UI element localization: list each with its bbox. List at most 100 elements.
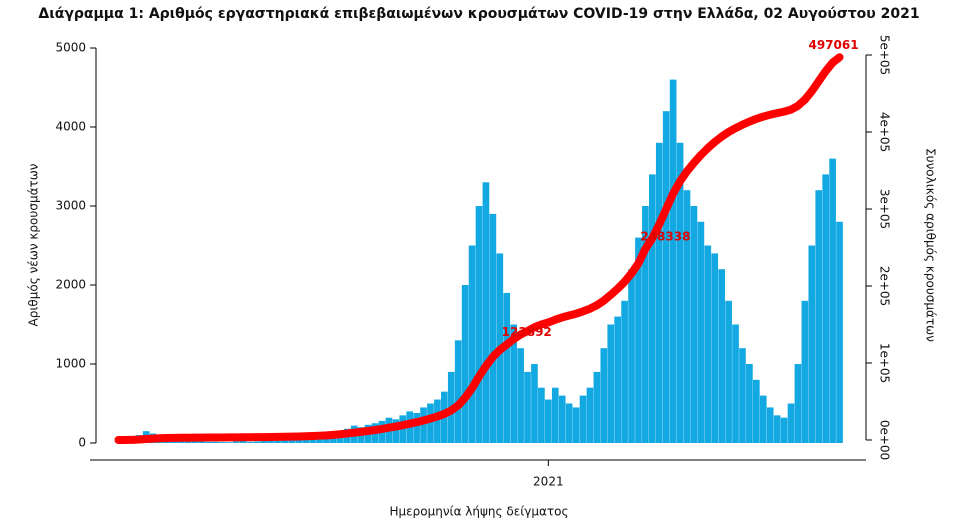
bar [558, 395, 566, 443]
y-tick-label: 4000 [55, 120, 86, 134]
bar [753, 379, 760, 443]
bar [746, 364, 753, 443]
y-tick-label: 5000 [55, 41, 86, 55]
value-label: 123892 [502, 325, 552, 339]
bar [815, 190, 823, 443]
bar [538, 387, 545, 443]
y2-tick-label: 1e+05 [878, 343, 892, 383]
bar [212, 441, 219, 443]
bar [545, 399, 552, 443]
bar [683, 190, 691, 443]
bar [551, 387, 559, 443]
bar [655, 142, 663, 444]
bar [427, 403, 434, 443]
bar [253, 441, 261, 443]
bar [219, 442, 226, 443]
bar [531, 364, 538, 443]
bar [808, 245, 816, 443]
x-axis-label: Ημερομηνία λήψης δείγματος [389, 505, 568, 519]
bar [732, 324, 739, 443]
y2-tick-label: 5e+05 [878, 35, 892, 75]
bar [586, 387, 594, 443]
bar [676, 142, 684, 444]
bar [822, 174, 829, 443]
bar [621, 300, 628, 443]
y2-tick-label: 3e+05 [878, 189, 892, 229]
bar [662, 111, 670, 443]
bar [593, 371, 601, 443]
bar [607, 324, 615, 443]
bar [600, 348, 608, 443]
bar [780, 417, 788, 443]
y-tick-label: 2000 [55, 278, 86, 292]
bar [565, 403, 573, 443]
y-tick-label: 0 [78, 436, 86, 450]
bar [246, 441, 254, 443]
bar [226, 442, 233, 443]
bar [787, 403, 795, 443]
bar [233, 441, 240, 443]
y-axis-label: Αριθμός νέων κρουσμάτων [27, 163, 41, 326]
bar [309, 438, 316, 443]
y2-tick-label: 4e+05 [878, 112, 892, 152]
bar [524, 371, 531, 443]
y2-tick-label: 0e+00 [878, 420, 892, 460]
bar [475, 206, 483, 443]
bar [579, 395, 587, 443]
y2-axis-label: Συνολικός αριθμός κρουσμάτων [924, 148, 938, 342]
bar [649, 174, 656, 443]
x-tick-label: 2021 [533, 475, 564, 489]
bar [392, 419, 400, 443]
bar [420, 407, 427, 443]
bar [239, 440, 247, 443]
bar [711, 253, 719, 443]
bar [434, 399, 441, 443]
bar [489, 213, 497, 443]
bar [260, 440, 268, 443]
bar [295, 439, 303, 443]
bar [302, 439, 309, 443]
bar [628, 269, 635, 443]
bar [766, 407, 774, 443]
bar [704, 245, 712, 443]
bar [184, 440, 192, 443]
bar [614, 316, 621, 443]
bar [773, 415, 781, 443]
bar [669, 79, 677, 443]
bar [316, 436, 323, 443]
bar [635, 237, 642, 443]
bar [510, 324, 517, 443]
bar [794, 364, 802, 443]
bar [482, 182, 490, 444]
bar [739, 348, 746, 443]
bar [642, 206, 649, 443]
bar [503, 292, 511, 443]
bar [461, 285, 469, 443]
bar [281, 440, 289, 443]
bar [517, 348, 524, 443]
value-label: 497061 [808, 38, 858, 52]
bar [801, 300, 809, 443]
bar [690, 206, 698, 443]
bar [288, 439, 296, 443]
bar [454, 340, 462, 443]
cumulative-line [114, 53, 844, 444]
bar [274, 440, 282, 443]
y2-tick-label: 2e+05 [878, 266, 892, 306]
bar [191, 441, 199, 443]
bar [697, 221, 705, 443]
bar [413, 412, 420, 443]
y-tick-label: 3000 [55, 199, 86, 213]
bar [725, 300, 732, 443]
bar [829, 158, 836, 443]
bar [572, 407, 580, 443]
bar [836, 221, 843, 443]
bar [205, 441, 212, 443]
chart-title: Διάγραμμα 1: Αριθμός εργαστηριακά επιβεβ… [38, 6, 919, 22]
bar [267, 441, 275, 443]
bar [198, 441, 205, 443]
bar [468, 245, 476, 443]
value-label: 248338 [640, 229, 690, 243]
